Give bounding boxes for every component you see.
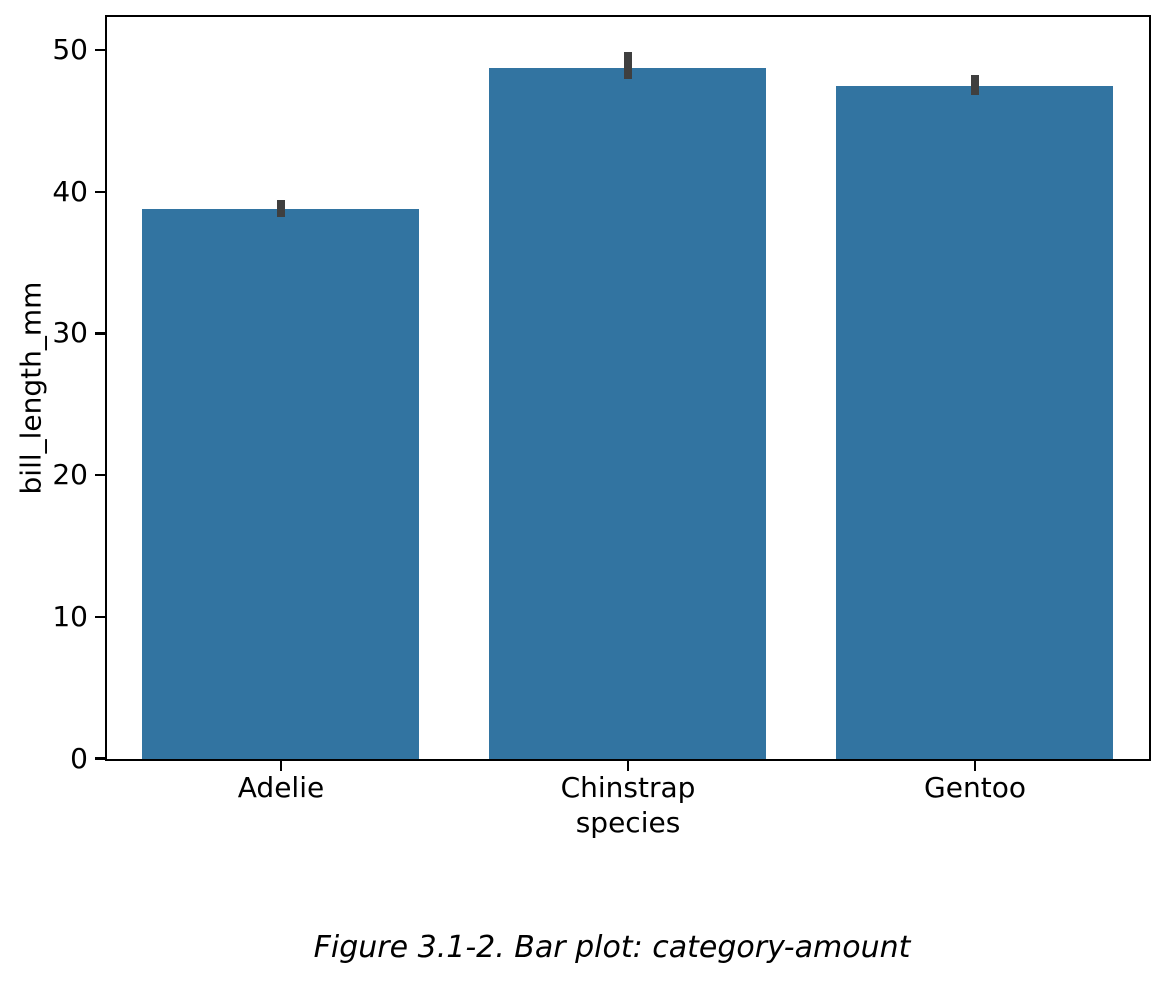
error-bar-gentoo <box>970 75 979 95</box>
y-tick-label: 0 <box>70 741 88 775</box>
y-tick-mark <box>95 48 105 52</box>
y-tick-label: 30 <box>52 316 88 350</box>
error-bar-chinstrap <box>623 52 632 80</box>
x-axis-label: species <box>575 806 681 839</box>
figure-caption: Figure 3.1-2. Bar plot: category-amount <box>313 930 911 965</box>
y-tick-label: 40 <box>52 174 88 208</box>
y-tick-mark <box>95 332 105 335</box>
y-tick-label: 20 <box>52 458 88 492</box>
x-tick-label-adelie: Adelie <box>237 771 325 804</box>
y-tick-label: 10 <box>52 599 88 633</box>
bar-chinstrap <box>488 67 767 759</box>
error-bar-adelie <box>276 199 285 217</box>
x-tick-label-chinstrap: Chinstrap <box>560 771 696 804</box>
x-tick-mark <box>626 761 630 771</box>
y-tick-mark <box>95 757 105 760</box>
bar-adelie <box>141 209 420 759</box>
x-tick-mark <box>279 761 283 771</box>
y-tick-mark <box>95 190 105 193</box>
y-tick-label: 50 <box>52 33 88 67</box>
plot-area <box>105 15 1151 761</box>
x-tick-label-gentoo: Gentoo <box>924 771 1026 804</box>
y-tick-mark <box>95 473 105 477</box>
y-tick-mark <box>95 615 105 618</box>
x-tick-mark <box>973 761 977 771</box>
bar-gentoo <box>835 86 1114 759</box>
